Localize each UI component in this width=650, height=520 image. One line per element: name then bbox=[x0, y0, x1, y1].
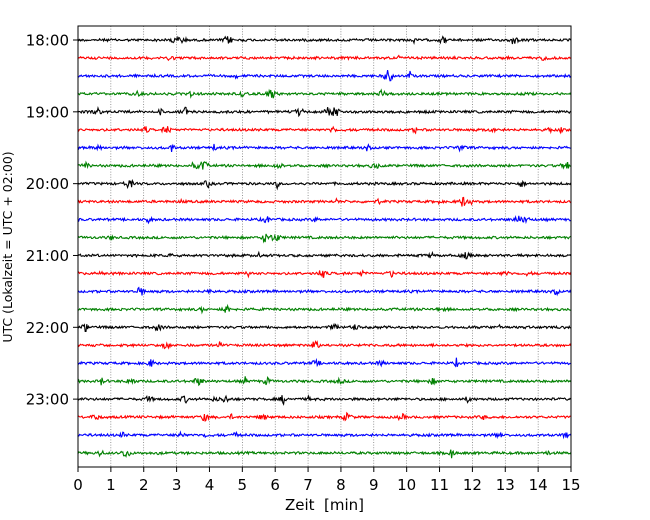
x-tick-label: 13 bbox=[496, 476, 515, 494]
trace-2130 bbox=[77, 286, 572, 297]
trace-1845 bbox=[77, 88, 572, 99]
traces bbox=[77, 35, 572, 459]
x-tick-label: 9 bbox=[369, 476, 379, 494]
trace-2100 bbox=[77, 250, 572, 260]
x-tick-label: 1 bbox=[106, 476, 116, 494]
x-tick-label: 2 bbox=[139, 476, 149, 494]
trace-1930 bbox=[77, 143, 571, 153]
y-tick-label: 21:00 bbox=[26, 247, 69, 265]
x-tick-label: 15 bbox=[561, 476, 580, 494]
x-axis-ticks: 0 1 2 3 4 5 6 7 8 9 10 11 12 13 14 15 bbox=[73, 467, 581, 494]
plot-frame bbox=[77, 25, 572, 468]
trace-1915 bbox=[77, 125, 572, 135]
y-tick-label: 18:00 bbox=[26, 32, 69, 50]
x-axis-label: Zeit [min] bbox=[285, 496, 364, 514]
trace-2300 bbox=[77, 394, 572, 406]
trace-1800 bbox=[77, 35, 572, 45]
trace-2015 bbox=[77, 196, 572, 207]
x-tick-label: 10 bbox=[397, 476, 416, 494]
trace-2345 bbox=[77, 449, 572, 459]
trace-2200 bbox=[77, 322, 571, 332]
y-tick-label: 22:00 bbox=[26, 319, 69, 337]
trace-2045 bbox=[77, 233, 572, 244]
y-tick-label: 20:00 bbox=[26, 175, 69, 193]
x-tick-label: 14 bbox=[529, 476, 548, 494]
trace-1830 bbox=[77, 69, 572, 82]
trace-2115 bbox=[77, 269, 572, 279]
trace-2330 bbox=[77, 430, 572, 440]
grid-lines bbox=[110, 26, 539, 467]
trace-1815 bbox=[77, 54, 572, 62]
y-tick-label: 19:00 bbox=[26, 103, 69, 121]
x-tick-label: 4 bbox=[205, 476, 215, 494]
x-tick-label: 12 bbox=[463, 476, 482, 494]
x-tick-label: 8 bbox=[336, 476, 346, 494]
trace-1900 bbox=[77, 105, 572, 118]
trace-2030 bbox=[77, 214, 572, 225]
trace-2215 bbox=[77, 340, 572, 350]
x-tick-label: 6 bbox=[270, 476, 280, 494]
x-tick-label: 11 bbox=[430, 476, 449, 494]
trace-2145 bbox=[77, 303, 572, 315]
y-axis-label: UTC (Lokalzeit = UTC + 02:00) bbox=[0, 151, 15, 342]
trace-2000 bbox=[77, 178, 572, 191]
y-axis-ticks: 18:00 19:00 20:00 21:00 22:00 23:00 bbox=[26, 32, 78, 409]
x-tick-label: 5 bbox=[238, 476, 248, 494]
trace-2230 bbox=[77, 357, 572, 368]
x-tick-label: 3 bbox=[172, 476, 182, 494]
trace-1945 bbox=[77, 160, 572, 170]
x-tick-label: 0 bbox=[73, 476, 83, 494]
trace-2245 bbox=[77, 375, 572, 387]
trace-2315 bbox=[77, 411, 571, 422]
x-tick-label: 7 bbox=[303, 476, 313, 494]
y-tick-label: 23:00 bbox=[26, 391, 69, 409]
